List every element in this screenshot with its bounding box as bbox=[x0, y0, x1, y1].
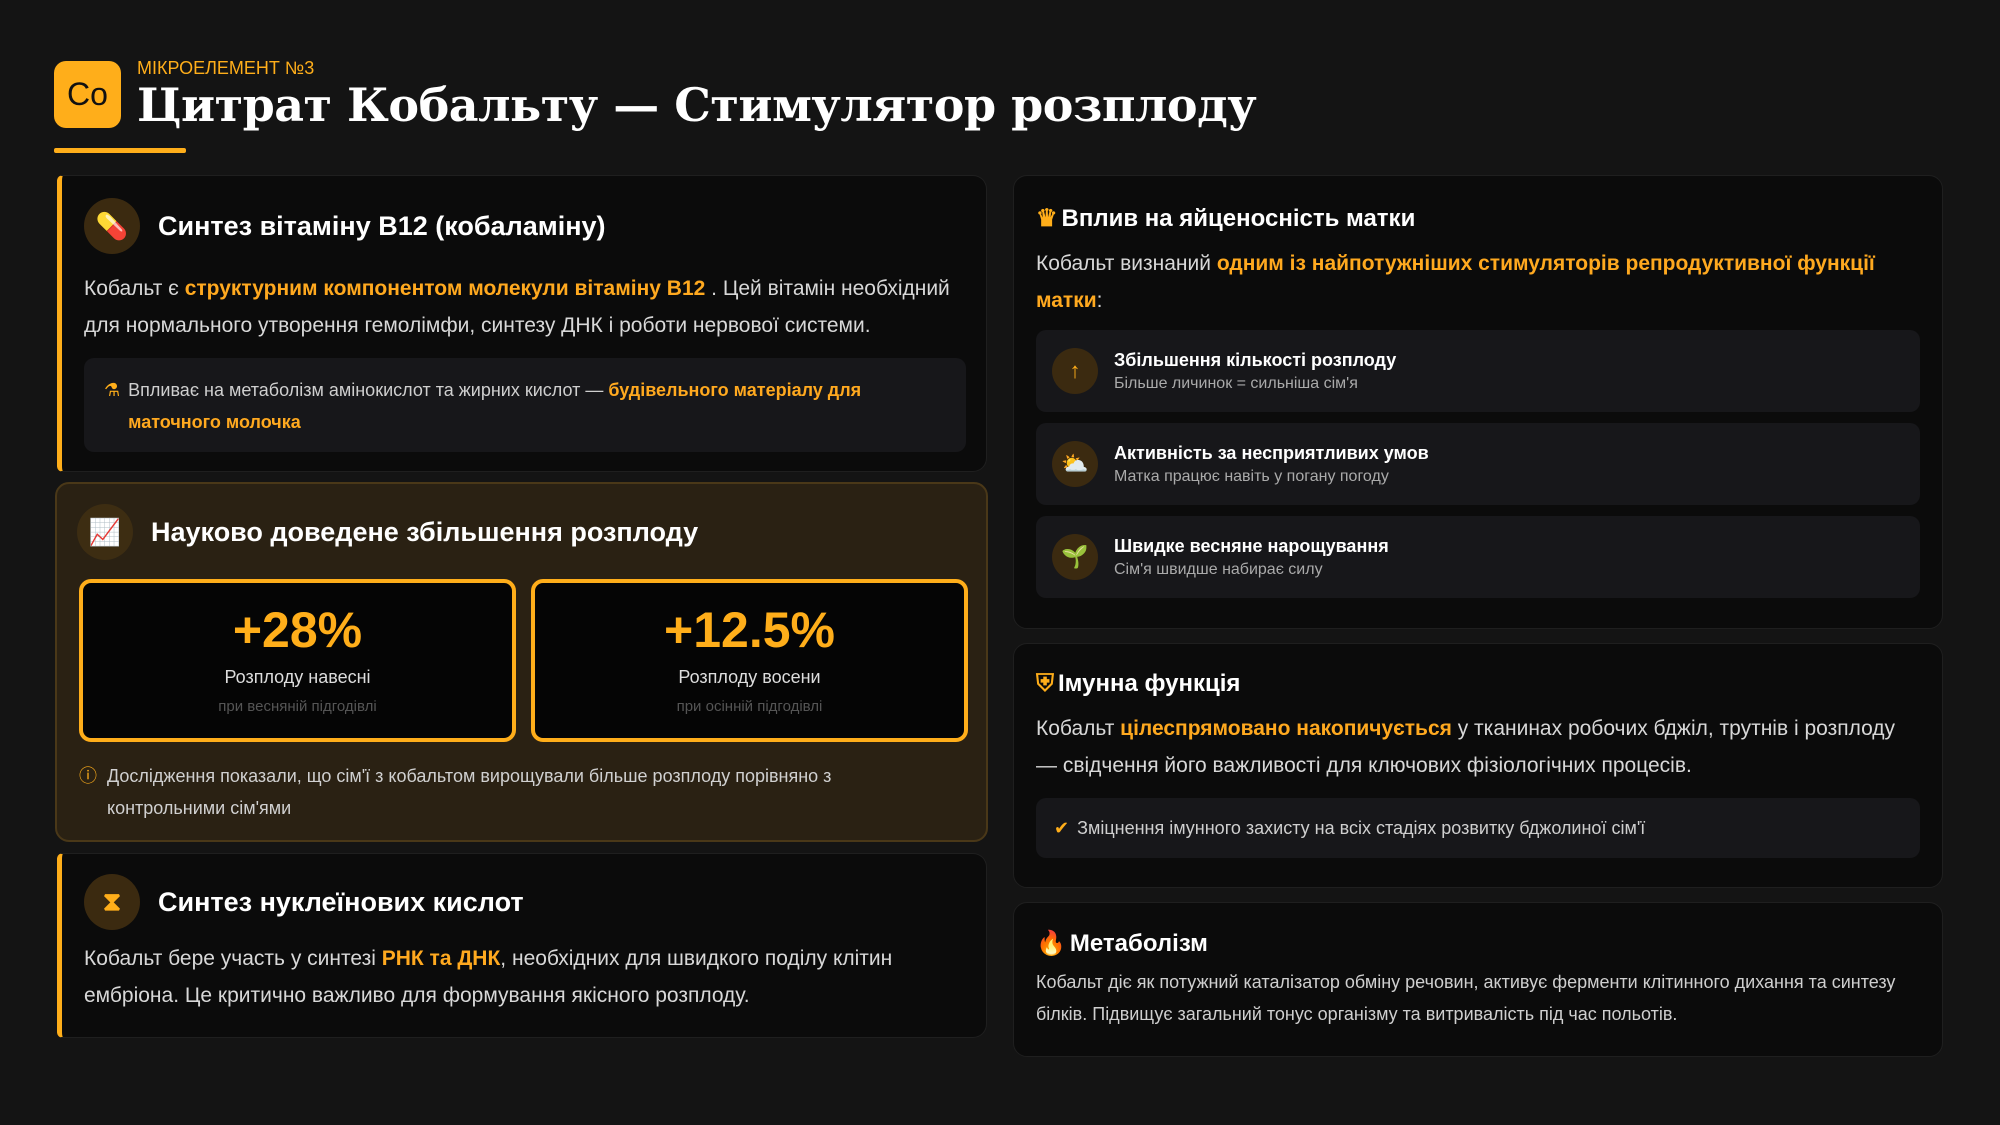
list-item: 🌱 Швидке весняне нарощування Сім'я швидше … bbox=[1036, 516, 1920, 598]
item-sub: Більше личинок = сильніша сім'я bbox=[1114, 374, 1358, 392]
immune-note: ✔ Зміцнення імунного захисту на всіх стад… bbox=[1036, 798, 1920, 858]
card-title: Синтез вітаміну B12 (кобаламіну) bbox=[158, 210, 606, 241]
text: . Цей вітамін необхідний для нормального… bbox=[84, 277, 950, 337]
dna-icon: ⧗ bbox=[84, 874, 140, 930]
highlight: РНК та ДНК bbox=[381, 947, 501, 970]
b12-text: Кобальт є структурним компонентом молеку… bbox=[84, 270, 966, 344]
stat-sub: при осінній підгодівлі bbox=[676, 698, 823, 715]
stat-sub: при весняній підгодівлі bbox=[218, 698, 377, 715]
fire-icon: 🔥 bbox=[1036, 930, 1066, 957]
info-text: Дослідження показали, що сім'ї з кобальт… bbox=[107, 766, 832, 818]
research-card: 📈 Науково доведене збільшення розплоду +2… bbox=[55, 482, 988, 842]
item-title: Збільшення кількості розплоду bbox=[1114, 349, 1397, 370]
queen-text: Кобальт визнаний одним із найпотужніших … bbox=[1036, 245, 1920, 319]
stat-spring: +28% Розплоду навесні при весняній підгоді… bbox=[79, 579, 516, 742]
kicker: МІКРОЕЛЕМЕНТ №3 bbox=[137, 58, 315, 78]
card-title: Синтез нуклеїнових кислот bbox=[158, 886, 524, 917]
card-title: Вплив на яйценосність матки bbox=[1061, 204, 1416, 232]
crown-icon: ♛ bbox=[1036, 205, 1058, 232]
flask-icon: ⚗ bbox=[104, 380, 121, 400]
metabolism-card: 🔥 Метаболізм Кобальт діє як потужний ката… bbox=[1013, 902, 1943, 1057]
text: Кобальт є bbox=[84, 277, 185, 300]
b12-card: 💊 Синтез вітаміну B12 (кобаламіну) Кобаль… bbox=[57, 175, 987, 472]
chart-line-icon: 📈 bbox=[77, 504, 133, 560]
item-title: Швидке весняне нарощування bbox=[1114, 535, 1389, 556]
highlight: будівельного матеріалу для маточного мол… bbox=[128, 380, 862, 432]
stat-label: Розплоду навесні bbox=[224, 667, 371, 687]
metabolism-text: Кобальт діє як потужний каталізатор обмі… bbox=[1036, 972, 1896, 1024]
text: Кобальт бере участь у синтезі bbox=[84, 947, 382, 970]
immune-text: Кобальт цілеспрямовано накопичується у т… bbox=[1036, 710, 1920, 784]
card-title: Науково доведене збільшення розплоду bbox=[151, 516, 699, 547]
immune-card: ⛨ Імунна функція Кобальт цілеспрямовано н… bbox=[1013, 643, 1943, 888]
highlight: структурним компонентом молекули вітамін… bbox=[184, 277, 706, 300]
item-sub: Сім'я швидше набирає силу bbox=[1114, 560, 1323, 578]
card-title: Імунна функція bbox=[1058, 670, 1241, 697]
info-icon: ⓘ bbox=[79, 766, 97, 786]
text: : bbox=[1096, 289, 1103, 312]
item-sub: Матка працює навіть у погану погоду bbox=[1114, 467, 1389, 485]
highlight: одним із найпотужніших стимуляторів репр… bbox=[1036, 252, 1875, 312]
check-circle-icon: ✔ bbox=[1054, 818, 1070, 838]
title-underline bbox=[54, 148, 186, 153]
card-title: Метаболізм bbox=[1069, 929, 1208, 957]
seedling-icon: 🌱 bbox=[1052, 534, 1098, 580]
shield-virus-icon: ⛨ bbox=[1036, 670, 1054, 697]
b12-note: ⚗ Впливає на метаболізм амінокислот та жи… bbox=[84, 358, 966, 452]
stat-value: +12.5% bbox=[664, 602, 835, 658]
page-title: Цитрат Кобальту — Стимулятор розплоду bbox=[137, 78, 1257, 132]
stat-label: Розплоду восени bbox=[678, 667, 821, 687]
cobalt-logo: Co bbox=[54, 61, 121, 128]
text: , необхідних для швидкого поділу клітин … bbox=[84, 947, 893, 1007]
text: Кобальт bbox=[1036, 717, 1121, 740]
nucleic-text: Кобальт бере участь у синтезі РНК та ДНК… bbox=[84, 940, 966, 1014]
stat-autumn: +12.5% Розплоду восени при осінній підгоді… bbox=[531, 579, 968, 742]
nucleic-card: ⧗ Синтез нуклеїнових кислот Кобальт бере … bbox=[57, 853, 987, 1038]
list-item: ⛅ Активність за несприятливих умов Матка п… bbox=[1036, 423, 1920, 505]
text: Впливає на метаболізм амінокислот та жир… bbox=[128, 380, 609, 400]
text: Кобальт визнаний bbox=[1036, 252, 1217, 275]
queen-card: ♛ Вплив на яйценосність матки Кобальт виз… bbox=[1013, 175, 1943, 629]
cloud-sun-icon: ⛅ bbox=[1052, 441, 1098, 487]
text: у тканинах робочих бджіл, трутнів і розп… bbox=[1036, 717, 1896, 777]
arrow-up-icon: ↑ bbox=[1052, 348, 1098, 394]
item-title: Активність за несприятливих умов bbox=[1114, 442, 1429, 463]
list-item: ↑ Збільшення кількості розплоду Більше лич… bbox=[1036, 330, 1920, 412]
highlight: цілеспрямовано накопичується bbox=[1120, 717, 1452, 740]
pills-icon: 💊 bbox=[84, 198, 140, 254]
stat-value: +28% bbox=[232, 602, 363, 658]
note-text: Зміцнення імунного захисту на всіх стаді… bbox=[1077, 818, 1646, 838]
research-info: ⓘ Дослідження показали, що сім'ї з кобаль… bbox=[79, 760, 946, 824]
